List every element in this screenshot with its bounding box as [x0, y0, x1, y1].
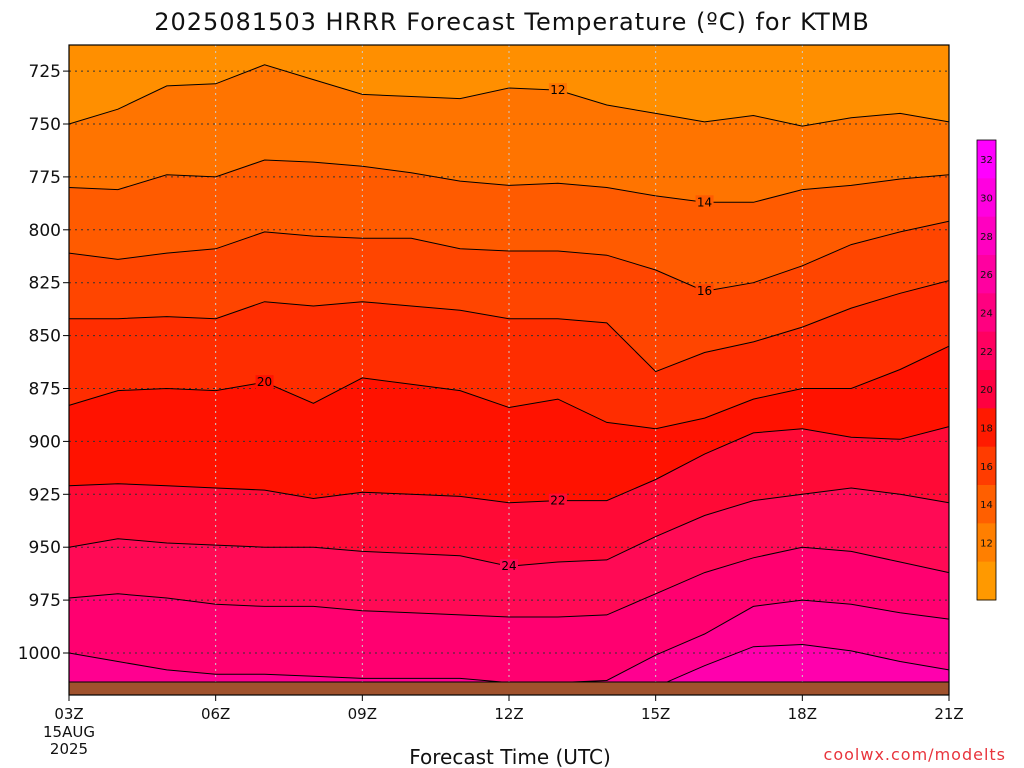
- colorbar-label: 24: [980, 309, 993, 320]
- y-tick-label: 975: [29, 591, 61, 611]
- y-tick-label: 875: [29, 380, 61, 400]
- time-axis: 03Z 06Z 09Z 12Z 15Z 18Z 21Z: [54, 695, 964, 723]
- colorbar-swatch: [977, 178, 996, 218]
- y-tick-label: 900: [29, 432, 61, 452]
- isotherm-label-bg: [695, 195, 714, 210]
- isotherm-line: [68, 159, 950, 203]
- y-tick-label: 800: [29, 221, 61, 241]
- colorbar-swatch: [977, 255, 996, 294]
- y-tick-label: 950: [29, 538, 61, 558]
- y-tick-label: 850: [29, 327, 61, 347]
- colorbar-swatch: [977, 561, 996, 601]
- colorbar-label: 16: [980, 462, 993, 473]
- colorbar-label: 32: [980, 155, 993, 166]
- y-tick-label: 775: [29, 168, 61, 188]
- colorbar-swatch: [977, 485, 996, 524]
- colorbar-label: 28: [980, 232, 993, 243]
- isotherm-line: [68, 64, 950, 127]
- y-tick-label: 725: [29, 62, 61, 82]
- x-tick-label: 03Z: [54, 705, 83, 723]
- colorbar-label: 30: [980, 194, 993, 205]
- isotherm-contours: 12 14 16 20 22 24: [68, 64, 950, 696]
- x-date-day: 15AUG: [43, 723, 95, 741]
- colorbar-swatch: [977, 293, 996, 333]
- x-tick-label: 21Z: [934, 705, 963, 723]
- colorbar-label: 12: [980, 539, 993, 550]
- terrain-ground: [69, 682, 949, 695]
- x-tick-label: 15Z: [641, 705, 670, 723]
- isotherm-label-bg: [548, 493, 567, 508]
- x-tick-label: 18Z: [788, 705, 817, 723]
- terrain-strip: [69, 681, 949, 695]
- y-tick-label: 1000: [18, 644, 61, 664]
- colorbar-label: 14: [980, 500, 993, 511]
- isotherm-line: [68, 345, 950, 430]
- colorbar-swatch: [977, 216, 996, 256]
- isotherm-line: [68, 546, 950, 618]
- isotherm-label: 12: [550, 83, 565, 97]
- isotherm-label-bg: [500, 559, 518, 574]
- colorbar-label: 20: [980, 385, 993, 396]
- x-tick-label: 06Z: [201, 705, 230, 723]
- isotherm-label-bg: [548, 83, 567, 98]
- colorbar-frame: [976, 139, 997, 601]
- colorbar-label: 26: [980, 270, 993, 281]
- colorbar-swatch: [977, 140, 996, 179]
- y-tick-label: 825: [29, 274, 61, 294]
- isotherm-label: 14: [697, 195, 712, 209]
- isotherm-label: 20: [257, 375, 272, 389]
- pressure-axis: 725 750 775 800 825 850 875 900 925 950 975 1000: [18, 62, 69, 664]
- isotherm-label: 16: [697, 284, 712, 298]
- y-tick-label: 750: [29, 115, 61, 135]
- isotherm-label: 24: [501, 559, 516, 573]
- credit-link[interactable]: coolwx.com/modelts: [824, 745, 1006, 764]
- x-tick-label: 12Z: [494, 705, 523, 723]
- isotherm-label-bg: [695, 284, 714, 299]
- isotherm-line: [68, 220, 950, 292]
- isotherm-line: [69, 280, 950, 373]
- isotherm-line: [68, 426, 950, 504]
- colorbar-label: 22: [980, 347, 993, 358]
- colorbar-swatch: [977, 408, 996, 448]
- x-date-year: 2025: [50, 740, 88, 758]
- chart-title: 2025081503 HRRR Forecast Temperature (ºC…: [154, 8, 870, 36]
- x-axis-label: Forecast Time (UTC): [409, 745, 611, 768]
- colorbar-label: 18: [980, 424, 993, 435]
- isotherm-label: 22: [550, 494, 565, 508]
- x-tick-label: 09Z: [348, 705, 377, 723]
- colorbar-swatch: [977, 446, 996, 486]
- y-tick-label: 925: [29, 485, 61, 505]
- colorbar-swatch: [977, 523, 996, 563]
- isotherm-label-bg: [255, 375, 274, 390]
- colorbar-swatch: [977, 331, 996, 371]
- colorbar-legend: 32 30 28 26 24 22 20 18 16 14 12: [976, 139, 997, 601]
- colorbar-swatch: [977, 370, 996, 409]
